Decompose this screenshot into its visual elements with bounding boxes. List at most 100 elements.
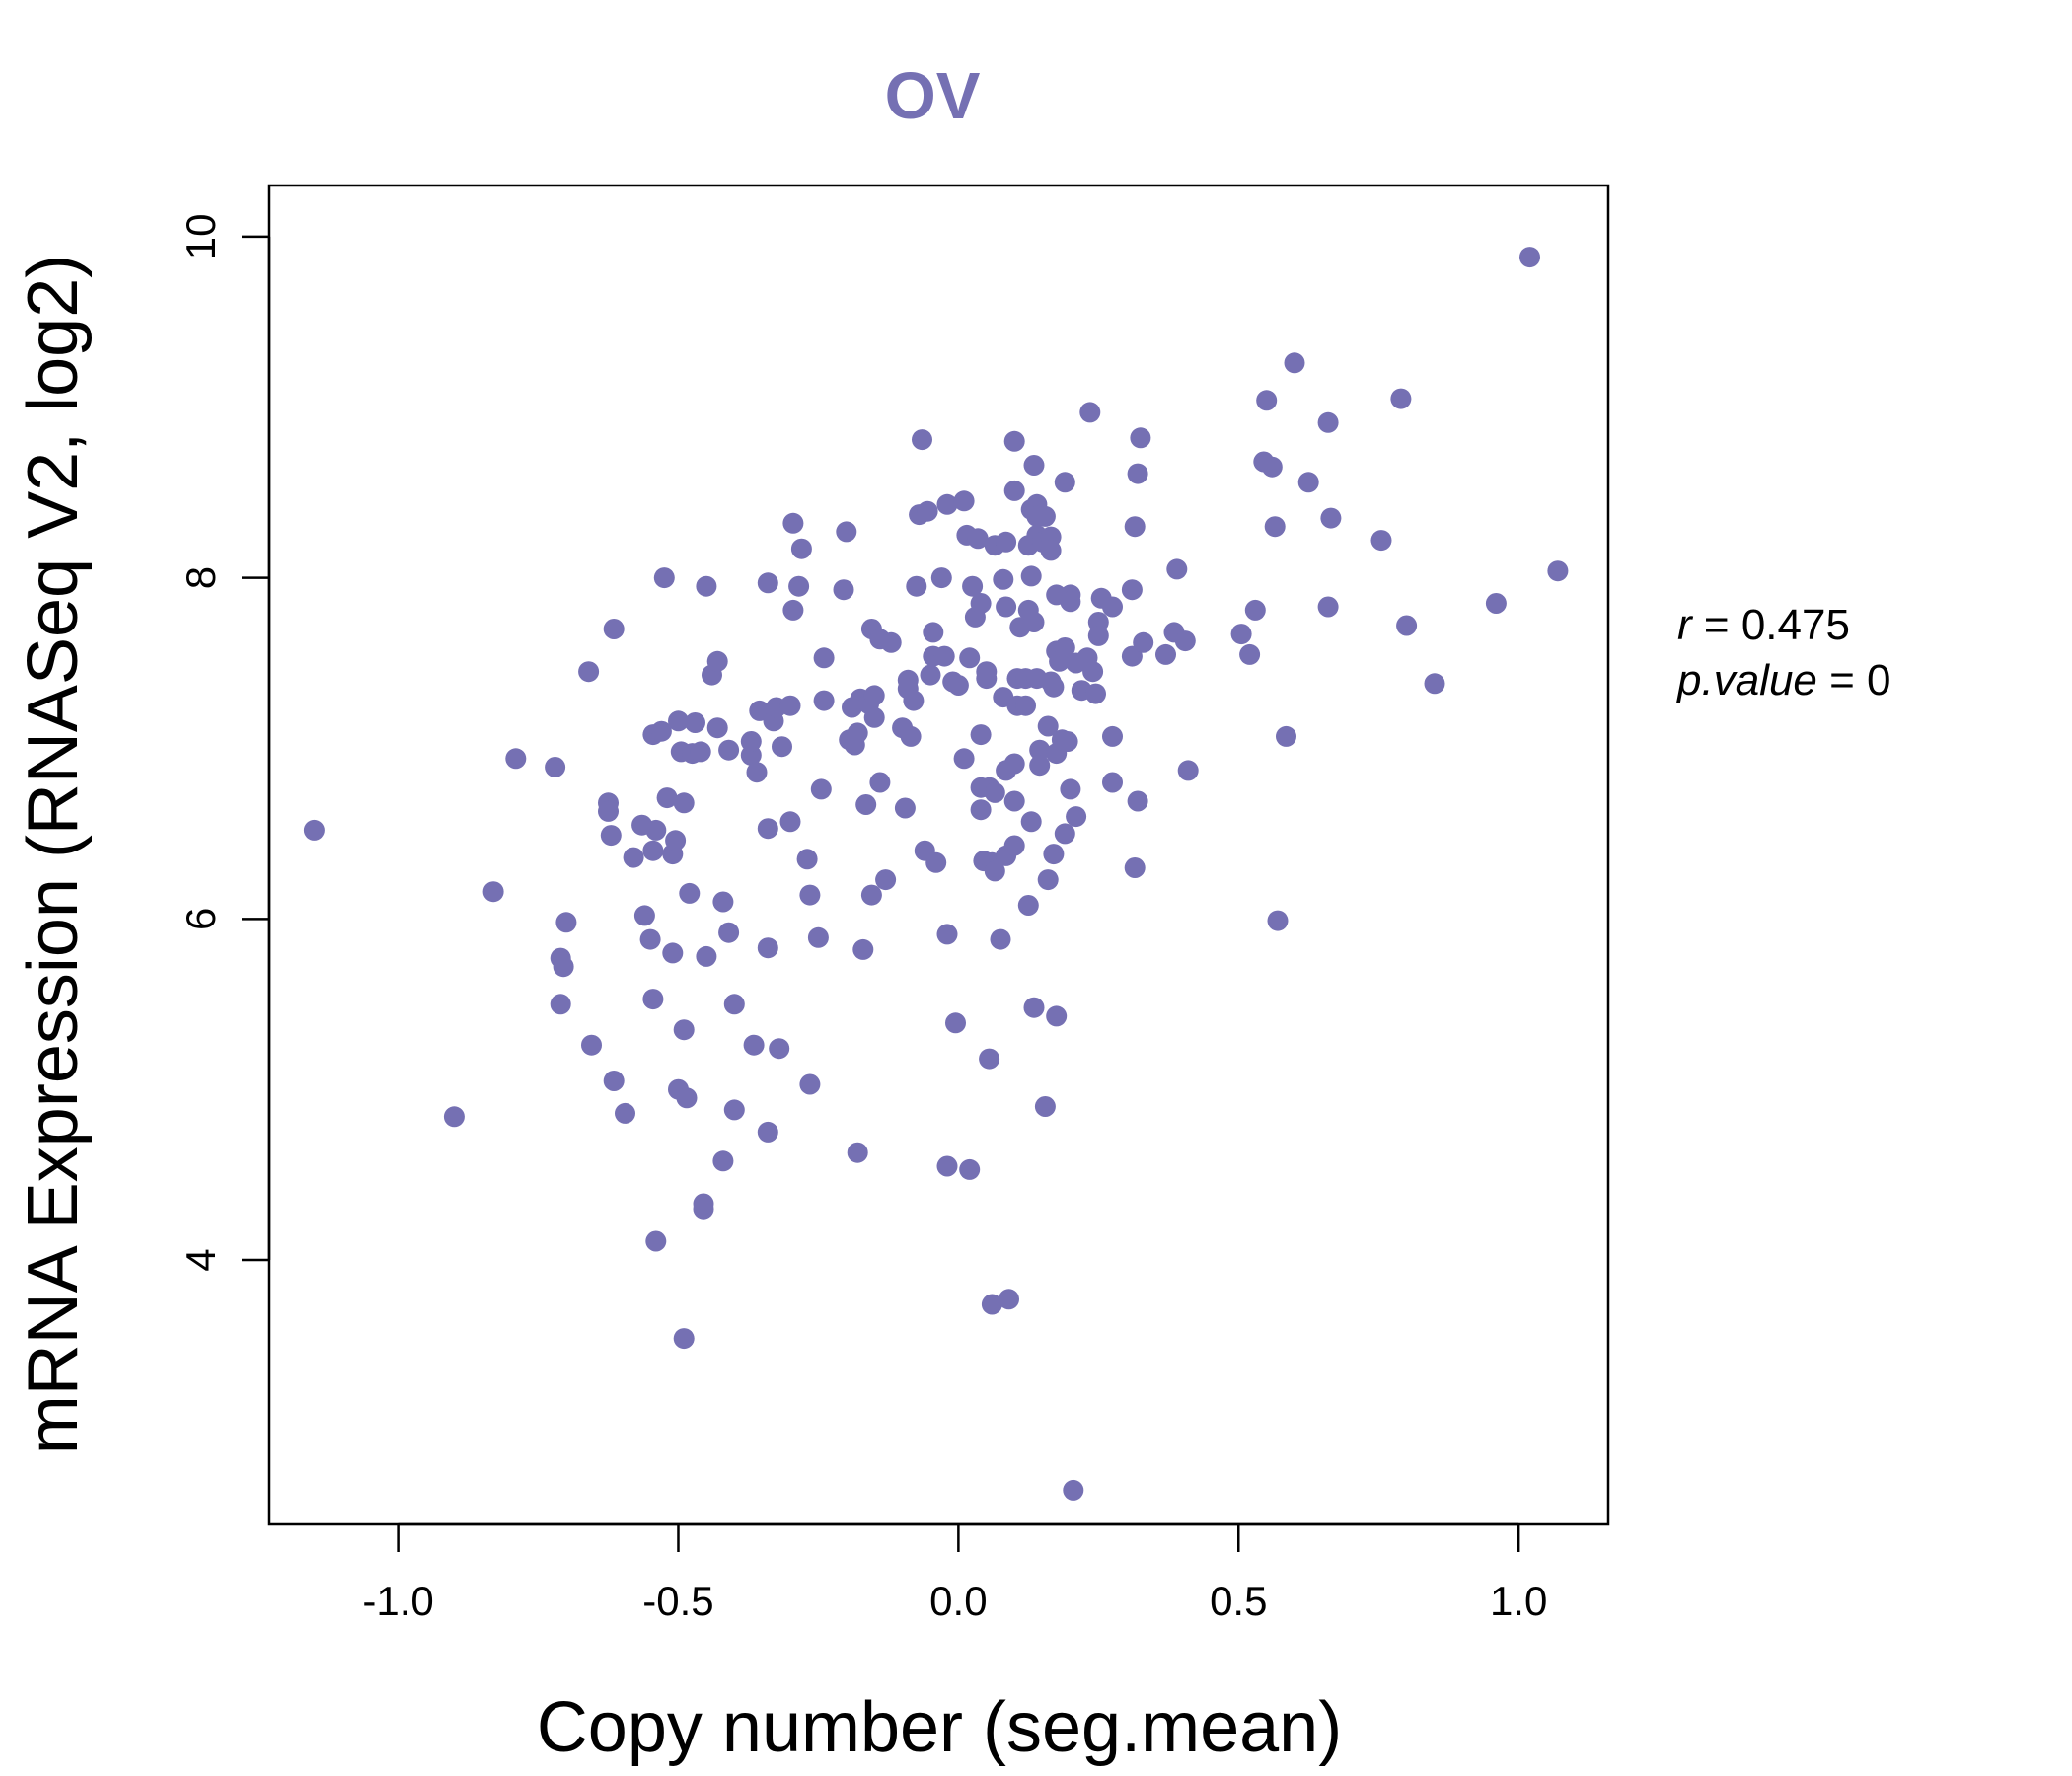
scatter-point bbox=[696, 945, 717, 967]
scatter-point bbox=[1015, 695, 1036, 716]
scatter-point bbox=[1029, 739, 1051, 761]
y-tick-label: 10 bbox=[178, 214, 224, 260]
p-value-stat: p.value = 0 bbox=[1675, 656, 1891, 704]
y-tick-label: 8 bbox=[178, 566, 224, 589]
scatter-point bbox=[673, 1019, 695, 1041]
scatter-point bbox=[1060, 778, 1081, 800]
scatter-point bbox=[1060, 591, 1081, 613]
scatter-point bbox=[706, 650, 728, 672]
scatter-point bbox=[953, 490, 975, 512]
scatter-point bbox=[967, 528, 989, 550]
p-value: 0 bbox=[1867, 656, 1890, 704]
scatter-point bbox=[482, 881, 504, 903]
scatter-point bbox=[623, 847, 644, 868]
scatter-point bbox=[673, 1328, 695, 1350]
scatter-point bbox=[1370, 530, 1392, 552]
scatter-point bbox=[1003, 480, 1025, 501]
scatter-point bbox=[1057, 731, 1078, 752]
scatter-point bbox=[947, 675, 969, 696]
scatter-point bbox=[603, 1071, 625, 1091]
scatter-point bbox=[959, 1158, 981, 1180]
scatter-point bbox=[693, 1193, 714, 1215]
scatter-point bbox=[836, 521, 857, 543]
scatter-point bbox=[690, 741, 711, 763]
scatter-point bbox=[906, 575, 927, 597]
scatter-point bbox=[1054, 637, 1075, 658]
scatter-point bbox=[615, 1102, 635, 1124]
scatter-point bbox=[696, 575, 717, 597]
scatter-point bbox=[976, 668, 998, 690]
scatter-point bbox=[740, 731, 762, 752]
scatter-point bbox=[1003, 790, 1025, 812]
scatter-point bbox=[1037, 715, 1059, 737]
scatter-point bbox=[923, 622, 944, 643]
scatter-point bbox=[723, 1099, 745, 1121]
scatter-point bbox=[1124, 857, 1146, 878]
scatter-point bbox=[1239, 643, 1261, 665]
scatter-point bbox=[1102, 772, 1123, 793]
scatter-point bbox=[1121, 579, 1143, 601]
scatter-point bbox=[743, 1034, 765, 1056]
scatter-point bbox=[847, 722, 868, 744]
x-tick-label: 1.0 bbox=[1490, 1578, 1547, 1624]
scatter-point bbox=[633, 905, 655, 926]
scatter-point bbox=[712, 891, 734, 913]
scatter-point bbox=[920, 664, 941, 686]
r-value: 0.475 bbox=[1741, 601, 1850, 649]
scatter-point bbox=[1017, 895, 1039, 916]
scatter-point bbox=[984, 781, 1005, 803]
scatter-point bbox=[1317, 596, 1339, 618]
scatter-point bbox=[712, 1150, 734, 1172]
scatter-point bbox=[645, 819, 667, 841]
scatter-point bbox=[1127, 790, 1148, 812]
p-equals: = bbox=[1817, 656, 1867, 704]
scatter-point bbox=[757, 937, 778, 959]
scatter-point bbox=[875, 869, 897, 891]
scatter-point bbox=[1102, 596, 1123, 618]
scatter-point bbox=[1023, 455, 1045, 476]
scatter-point bbox=[1023, 997, 1045, 1018]
scatter-point bbox=[813, 690, 835, 711]
scatter-point bbox=[550, 994, 571, 1015]
scatter-point bbox=[962, 575, 984, 597]
scatter-point bbox=[679, 882, 701, 904]
scatter-point bbox=[1261, 456, 1283, 478]
scatter-point bbox=[757, 818, 778, 840]
scatter-point bbox=[1040, 540, 1062, 561]
scatter-point bbox=[1087, 625, 1109, 646]
scatter-point bbox=[779, 695, 801, 716]
scatter-point bbox=[603, 619, 625, 639]
scatter-point bbox=[996, 531, 1017, 553]
r-label: r bbox=[1677, 601, 1694, 649]
scatter-point bbox=[650, 720, 672, 742]
scatter-point bbox=[855, 794, 877, 815]
scatter-point bbox=[1267, 910, 1289, 931]
scatter-point bbox=[799, 1073, 821, 1095]
scatter-point bbox=[1023, 612, 1045, 632]
scatter-point bbox=[639, 928, 661, 950]
scatter-point bbox=[990, 928, 1011, 950]
scatter-point bbox=[900, 725, 922, 747]
scatter-point bbox=[1177, 760, 1199, 781]
scatter-point bbox=[1174, 630, 1196, 652]
scatter-point bbox=[981, 1294, 1002, 1315]
scatter-point bbox=[645, 1230, 667, 1252]
scatter-point bbox=[656, 787, 678, 809]
scatter-point bbox=[979, 1048, 1000, 1070]
scatter-point bbox=[1085, 683, 1106, 704]
scatter-point bbox=[1029, 755, 1051, 777]
scatter-point bbox=[933, 645, 955, 667]
scatter-point bbox=[1424, 673, 1445, 695]
scatter-point bbox=[1256, 390, 1278, 411]
x-tick-label: -0.5 bbox=[642, 1578, 713, 1624]
scatter-point bbox=[303, 819, 325, 841]
scatter-point bbox=[799, 884, 821, 906]
scatter-point bbox=[1130, 427, 1151, 449]
scatter-point bbox=[642, 840, 664, 861]
scatter-point bbox=[1264, 516, 1286, 538]
scatter-point bbox=[936, 493, 958, 515]
scatter-point bbox=[1276, 725, 1296, 747]
scatter-point bbox=[970, 724, 992, 746]
scatter-point bbox=[788, 575, 810, 597]
